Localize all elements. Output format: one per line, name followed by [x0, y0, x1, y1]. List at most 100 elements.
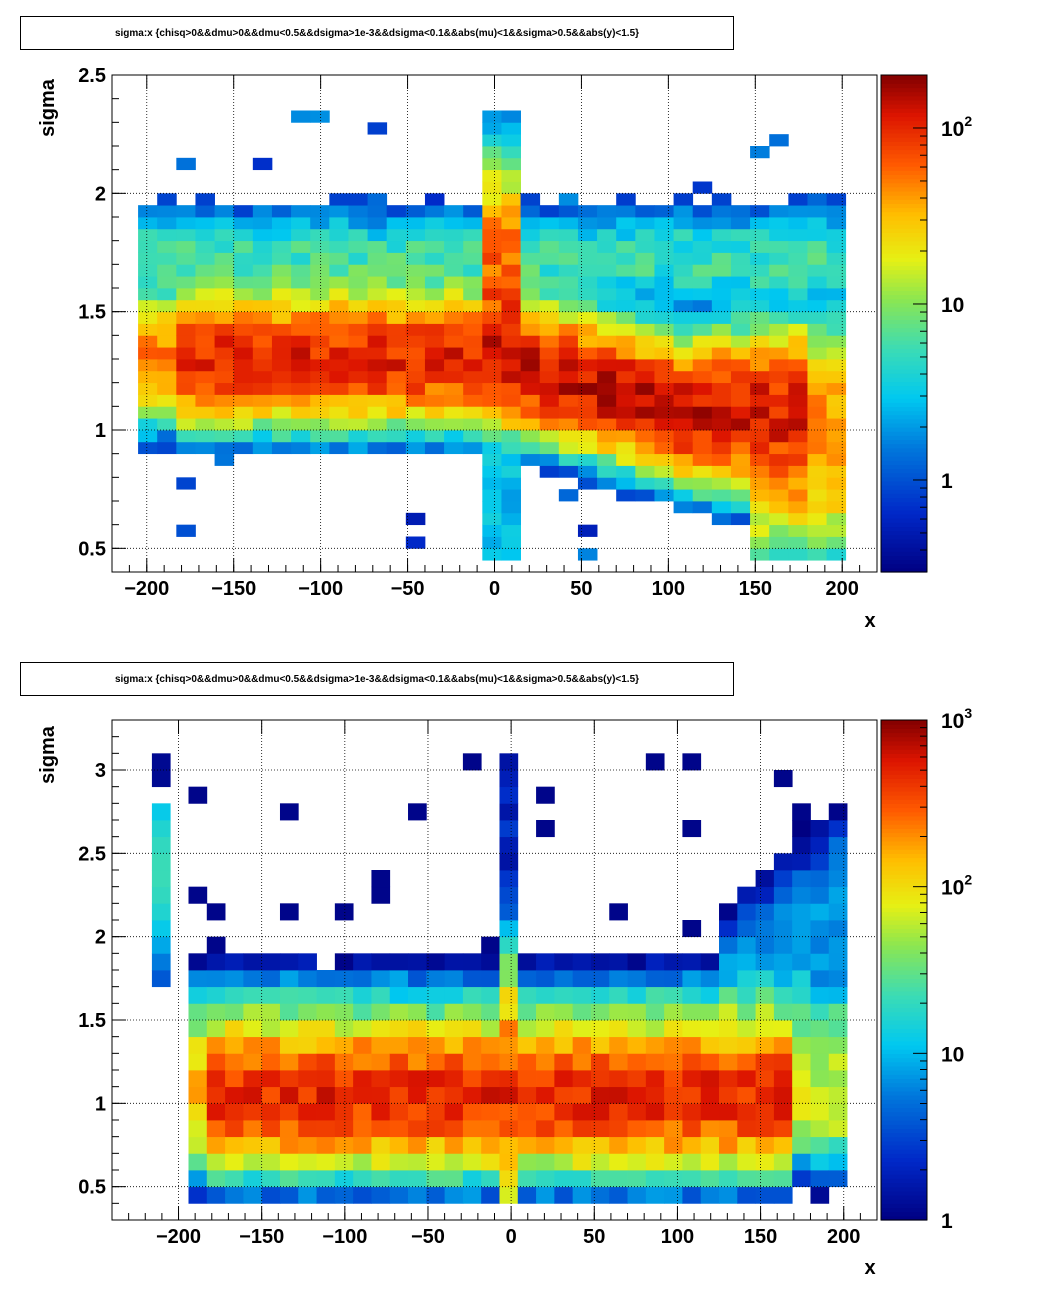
heatmap-cell — [810, 970, 830, 988]
top-chart-panel: sigma:x {chisq>0&&dmu>0&&dmu<0.5&&dsigma… — [0, 0, 1040, 640]
heatmap-cell — [730, 453, 751, 466]
heatmap-cell — [176, 406, 196, 419]
color-scale-step — [881, 720, 927, 725]
heatmap-cell — [482, 453, 502, 466]
heatmap-cell — [635, 489, 655, 502]
heatmap-cell — [682, 1036, 702, 1054]
color-scale-step — [881, 1190, 927, 1196]
heatmap-cell — [539, 288, 560, 301]
heatmap-cell — [329, 252, 349, 265]
heatmap-cell — [572, 1036, 592, 1054]
color-scale-step — [881, 874, 927, 879]
color-scale-step — [881, 782, 927, 788]
heatmap-cell — [590, 1036, 610, 1054]
color-scale-step — [881, 1207, 927, 1213]
heatmap-cell — [310, 347, 330, 360]
heatmap-cell — [243, 970, 263, 988]
heatmap-cell — [243, 1120, 263, 1138]
heatmap-cell — [371, 886, 391, 904]
heatmap-cell — [206, 953, 226, 971]
heatmap-cell — [807, 240, 827, 253]
heatmap-cell — [367, 359, 388, 372]
heatmap-cell — [271, 217, 292, 230]
heatmap-cell — [769, 276, 789, 289]
heatmap-cell — [214, 228, 235, 242]
heatmap-cell — [597, 228, 617, 242]
heatmap-cell — [554, 1053, 574, 1071]
color-scale-step — [881, 749, 927, 754]
heatmap-cell — [828, 903, 848, 921]
heatmap-cell — [348, 382, 368, 395]
heatmap-cell — [826, 240, 847, 253]
heatmap-cell — [252, 382, 273, 395]
heatmap-cell — [367, 240, 388, 253]
heatmap-cell — [463, 205, 483, 218]
heatmap-cell — [719, 1120, 738, 1138]
heatmap-cell — [408, 1103, 427, 1121]
heatmap-cell — [279, 1053, 299, 1071]
color-scale-step — [881, 1161, 927, 1167]
heatmap-cell — [755, 1136, 775, 1154]
heatmap-cell — [389, 1036, 409, 1054]
heatmap-cell — [151, 970, 171, 988]
heatmap-cell — [558, 311, 579, 324]
heatmap-cell — [719, 1153, 738, 1171]
heatmap-cell — [792, 920, 811, 938]
heatmap-cell — [501, 382, 521, 395]
heatmap-cell — [233, 311, 254, 324]
heatmap-cell — [597, 441, 617, 455]
heatmap-cell — [316, 1103, 336, 1121]
heatmap-cell — [157, 264, 177, 277]
heatmap-cell — [554, 1153, 574, 1171]
heatmap-cell — [616, 477, 636, 490]
heatmap-cell — [577, 240, 598, 253]
heatmap-cell — [755, 1003, 775, 1021]
heatmap-cell — [138, 217, 158, 230]
heatmap-cell — [616, 311, 636, 324]
heatmap-cell — [329, 370, 349, 384]
heatmap-cell — [386, 441, 407, 455]
color-scale-step — [881, 435, 927, 441]
heatmap-cell — [520, 193, 541, 206]
heatmap-cell — [750, 276, 770, 289]
heatmap-cell — [750, 299, 770, 313]
heatmap-cell — [195, 276, 215, 289]
heatmap-cell — [609, 1020, 628, 1038]
x-tick-label: 0 — [489, 578, 500, 600]
heatmap-cell — [233, 370, 254, 384]
heatmap-cell — [692, 347, 713, 360]
heatmap-cell — [482, 288, 502, 301]
heatmap-cell — [386, 382, 407, 395]
heatmap-cell — [577, 430, 598, 443]
heatmap-cell — [405, 394, 426, 407]
heatmap-cell — [788, 477, 808, 490]
heatmap-cell — [711, 370, 732, 384]
heatmap-cell — [298, 1136, 317, 1154]
color-scale-step — [881, 244, 927, 250]
heatmap-cell — [157, 430, 177, 443]
heatmap-cell — [348, 335, 368, 348]
heatmap-cell — [389, 1086, 409, 1104]
heatmap-cell — [444, 1020, 464, 1038]
heatmap-cell — [711, 311, 732, 324]
heatmap-cell — [389, 1020, 409, 1038]
heatmap-cell — [755, 1036, 775, 1054]
heatmap-cell — [810, 1186, 830, 1204]
heatmap-cell — [635, 394, 655, 407]
heatmap-cell — [463, 406, 483, 419]
heatmap-cell — [501, 134, 521, 147]
heatmap-cell — [348, 252, 368, 265]
heatmap-cell — [233, 382, 254, 395]
heatmap-cell — [826, 536, 847, 549]
heatmap-cell — [261, 1120, 281, 1138]
heatmap-cell — [444, 370, 464, 384]
heatmap-cell — [692, 453, 713, 466]
heatmap-cell — [157, 418, 177, 431]
heatmap-cell — [682, 1136, 702, 1154]
heatmap-cell — [310, 228, 330, 242]
heatmap-cell — [310, 359, 330, 372]
heatmap-cell — [737, 970, 756, 988]
heatmap-cell — [826, 228, 847, 242]
color-scale-step — [881, 290, 927, 296]
heatmap-cell — [252, 240, 273, 253]
